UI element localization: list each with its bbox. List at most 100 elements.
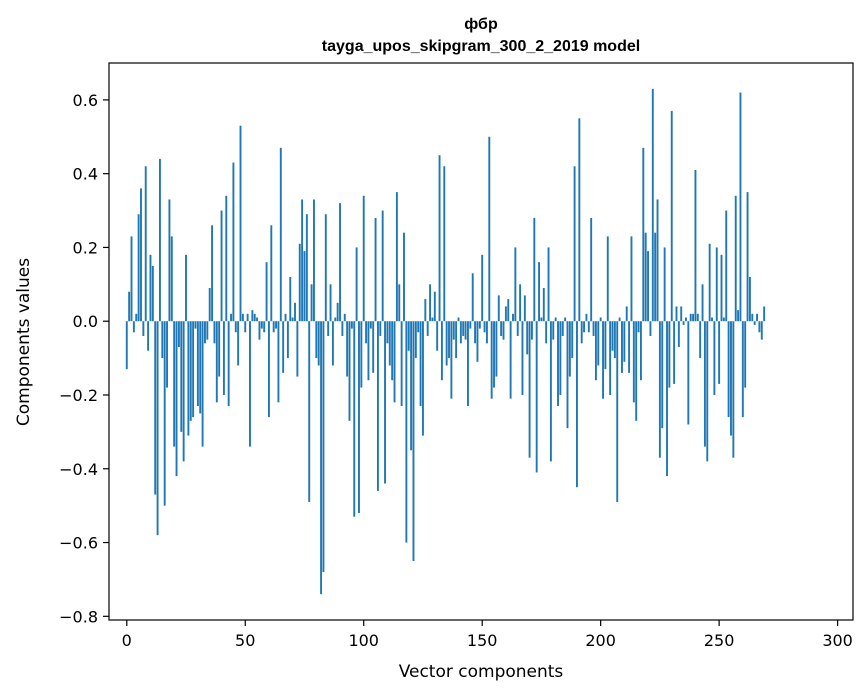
bar [504, 306, 507, 322]
bar [362, 195, 365, 322]
bar [324, 214, 327, 322]
bar [296, 321, 299, 377]
bar [599, 317, 602, 322]
bar [355, 247, 358, 322]
bar [464, 321, 467, 340]
bar [670, 110, 673, 322]
bar [594, 321, 597, 381]
bar [220, 210, 223, 322]
bar [760, 321, 763, 340]
bar [308, 321, 311, 502]
bar [507, 299, 510, 322]
bar [445, 321, 448, 366]
bar [405, 321, 408, 543]
bar [206, 321, 209, 340]
bar [173, 321, 176, 447]
bar [739, 92, 742, 322]
x-axis: 0 50 100 150 200 250 300 [122, 620, 853, 650]
bar [154, 321, 157, 495]
bar [272, 321, 275, 333]
bar [703, 321, 706, 447]
bar [597, 321, 600, 366]
bar [711, 317, 713, 322]
bar [573, 166, 576, 322]
bar [327, 321, 330, 336]
bar [654, 232, 657, 322]
bar [549, 321, 552, 462]
bar [379, 321, 382, 336]
bar [348, 321, 351, 421]
bar [315, 321, 318, 359]
y-tick-label: −0.2 [59, 386, 98, 405]
bar [426, 321, 429, 336]
bar [585, 313, 588, 322]
bar [485, 321, 488, 344]
bar [310, 284, 313, 322]
bar [632, 321, 635, 403]
bar [144, 166, 147, 322]
bar [602, 321, 604, 399]
bar [668, 321, 671, 388]
bar [412, 321, 415, 561]
bar [192, 321, 195, 418]
bar [497, 295, 500, 322]
bar [666, 321, 668, 477]
chart-title: фбр [464, 16, 498, 33]
bar [564, 317, 567, 322]
bar [519, 284, 522, 322]
bar [142, 321, 145, 336]
bar [706, 321, 709, 462]
bar [265, 262, 268, 322]
x-tick-label: 200 [585, 631, 616, 650]
bar [130, 236, 133, 322]
bar [689, 313, 692, 322]
bar [647, 251, 649, 322]
bar [611, 321, 614, 351]
bar [604, 321, 607, 370]
y-tick-label: 0.0 [73, 312, 98, 331]
bar [701, 284, 704, 322]
bar [367, 321, 370, 381]
bar [469, 321, 472, 329]
bar [161, 321, 164, 359]
bar [258, 321, 261, 340]
bar [151, 265, 154, 322]
bar [260, 321, 263, 329]
bar [623, 321, 626, 362]
bar [403, 232, 405, 322]
bar [400, 321, 403, 407]
bar [637, 321, 640, 333]
bar [732, 321, 735, 458]
bar [523, 295, 526, 322]
bar [158, 158, 161, 322]
bar [256, 317, 259, 322]
bar [540, 317, 543, 322]
y-axis-label: Components values [14, 258, 34, 426]
bar [613, 321, 616, 359]
bar [433, 291, 436, 322]
bar [547, 247, 550, 322]
bar [135, 313, 138, 322]
bar [414, 321, 417, 359]
bar [149, 254, 152, 322]
bar [566, 321, 569, 429]
bar [232, 162, 235, 322]
bar [263, 321, 266, 333]
x-tick-label: 100 [348, 631, 379, 650]
bar [756, 313, 758, 322]
bar [642, 147, 645, 322]
bar [483, 321, 486, 333]
bar [215, 321, 218, 403]
bar [331, 321, 334, 366]
bar [694, 169, 697, 322]
bar [516, 321, 519, 336]
bar [561, 321, 564, 336]
bar [429, 284, 432, 322]
bar [616, 321, 619, 502]
bar [301, 199, 304, 322]
bar [305, 214, 308, 322]
bar [267, 321, 270, 418]
bar [753, 321, 756, 325]
bar [294, 302, 296, 322]
bar [656, 199, 659, 322]
